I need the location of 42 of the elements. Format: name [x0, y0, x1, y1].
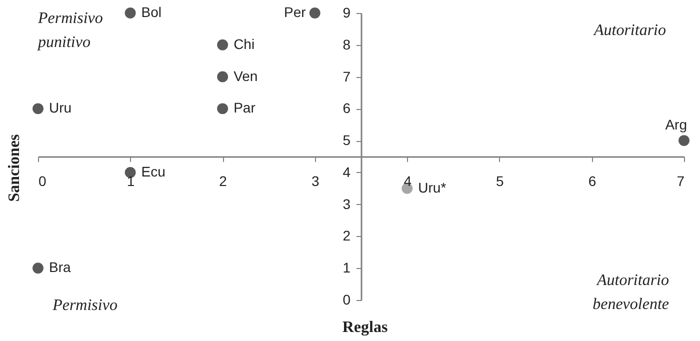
- x-tick-label: 4: [404, 173, 412, 189]
- x-axis-title: Reglas: [342, 319, 388, 336]
- y-tick-label: 7: [342, 68, 351, 84]
- data-label: Ecu: [141, 163, 166, 180]
- y-tick-label: 3: [342, 196, 351, 212]
- y-tick-label: 5: [342, 132, 351, 148]
- y-tick-label: 0: [342, 292, 351, 308]
- x-tick-label: 3: [311, 173, 320, 189]
- x-tick-label: 1: [126, 173, 135, 189]
- x-tick-label: 5: [496, 173, 504, 189]
- point: [124, 166, 136, 178]
- annotation: Autoritario: [592, 22, 666, 39]
- point: [217, 103, 228, 114]
- point: [217, 71, 228, 82]
- point: [124, 8, 136, 18]
- data-label: Par: [234, 100, 256, 116]
- data-label: Per: [284, 4, 306, 20]
- data-label: Bra: [49, 259, 71, 276]
- x-tick-label: 2: [219, 173, 228, 189]
- annotation: Permisivo punitivo: [37, 10, 103, 51]
- annotation: Permisivo: [52, 297, 118, 314]
- point: [32, 103, 44, 114]
- data-label: Ven: [234, 68, 258, 84]
- point: [32, 262, 44, 274]
- point: [678, 135, 690, 146]
- point: [309, 8, 320, 18]
- data-label: Arg: [665, 116, 687, 133]
- x-tick-label: 7: [676, 173, 685, 189]
- y-axis-title: Sanciones: [6, 134, 23, 202]
- x-tick-label: 0: [38, 173, 46, 189]
- annotation: Autoritario benevolente: [592, 272, 669, 313]
- point: [217, 39, 228, 50]
- y-tick-label: 2: [342, 228, 351, 244]
- data-label: Uru: [49, 100, 72, 116]
- data-label: Chi: [234, 36, 255, 52]
- y-tick-label: 6: [342, 100, 351, 116]
- data-label: Bol: [141, 4, 162, 20]
- x-tick-label: 6: [588, 173, 596, 189]
- y-tick-label: 9: [342, 4, 351, 20]
- y-tick-label: 1: [342, 260, 351, 276]
- data-label: Uru*: [418, 179, 447, 196]
- y-tick-label: 8: [342, 36, 351, 52]
